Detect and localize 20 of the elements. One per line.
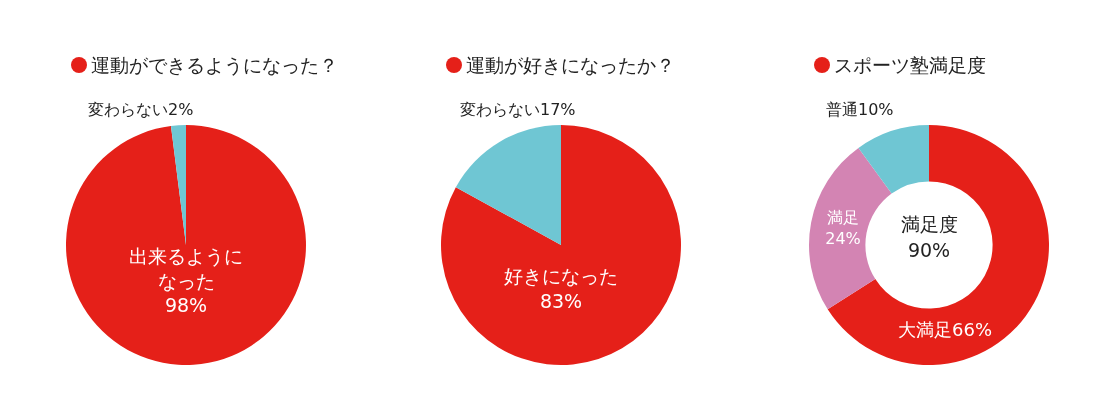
slice-label: 変わらない2% (88, 100, 194, 119)
slice-label: 普通10% (826, 100, 894, 119)
slice-label: 満足 (827, 208, 859, 227)
slice-label: 大満足66% (897, 319, 993, 340)
slice-label: 出来るようになった (129, 245, 243, 292)
text: 満足度 90% (900, 213, 958, 261)
pie-slice (455, 125, 561, 245)
donut-slice (858, 125, 929, 194)
donut-slice (809, 147, 892, 310)
data-label: 98% (164, 294, 208, 317)
slice-label: 好きになった (504, 265, 618, 287)
slice-label: 変わらない17% (460, 100, 576, 119)
donut-slice (827, 125, 1049, 365)
data-label: 24% (825, 228, 861, 248)
chart-title: スポーツ塾満足度 (834, 54, 986, 76)
pie-slice (66, 125, 306, 365)
chart-title: 運動ができるようになった？ (91, 54, 338, 76)
chart-title: 運動が好きになったか？ (466, 54, 675, 76)
pie-slice (441, 125, 681, 365)
data-label: 83% (539, 289, 583, 312)
